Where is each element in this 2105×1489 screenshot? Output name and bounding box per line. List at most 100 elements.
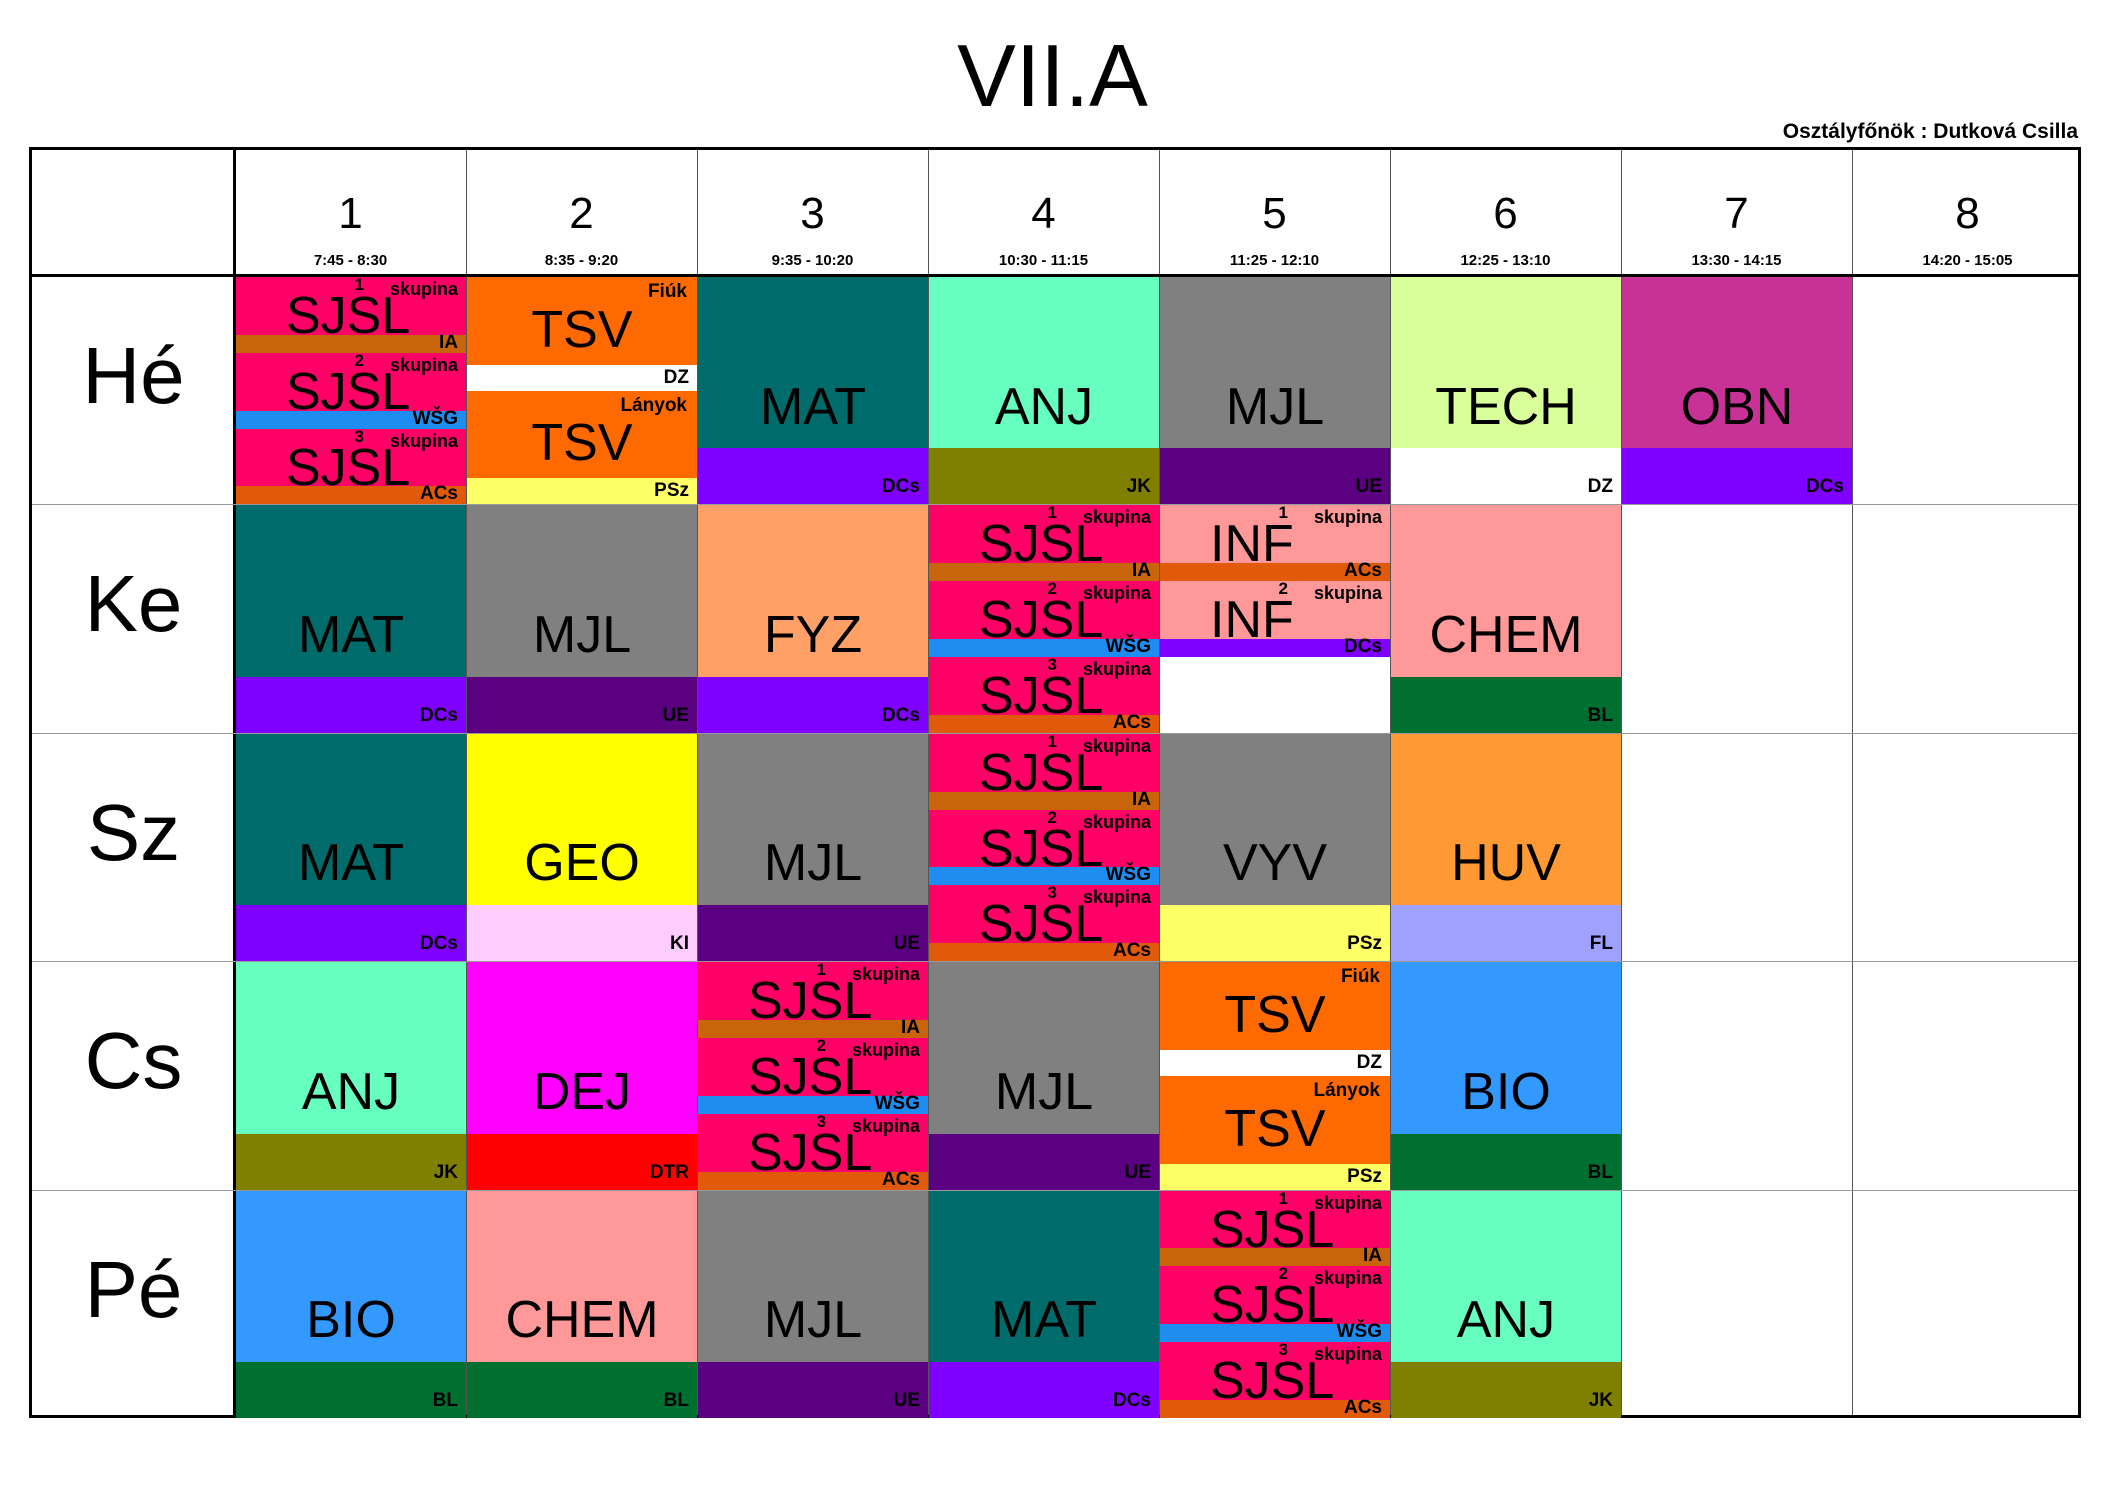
teacher-bar bbox=[236, 486, 466, 505]
day-label: Ke bbox=[84, 559, 183, 649]
teacher-bar bbox=[236, 334, 466, 353]
group-teacher: IA bbox=[1132, 788, 1151, 810]
lesson-cell: GEO KI bbox=[467, 733, 697, 962]
subject-label: MJL bbox=[763, 834, 863, 893]
teacher-label: UE bbox=[893, 933, 920, 955]
lesson-cell: SJSL 1 skupina IA SJSL 2 skupina WŠG SJSL 3 skupin… bbox=[1160, 1190, 1390, 1418]
group-subject: SJSL bbox=[979, 515, 1104, 574]
period-number: 7 bbox=[1724, 189, 1749, 238]
teacher-bar bbox=[929, 448, 1159, 505]
group-teacher: IA bbox=[1132, 560, 1151, 582]
group-label: skupina bbox=[1082, 507, 1151, 528]
group-subject: SJSL bbox=[286, 438, 411, 497]
group-teacher: IA bbox=[1363, 1245, 1382, 1267]
teacher-bar bbox=[1391, 905, 1621, 962]
teacher-bar bbox=[698, 448, 928, 505]
lesson-cell: ANJ JK bbox=[1391, 1190, 1621, 1418]
split-label: Fiúk bbox=[647, 281, 687, 302]
subject-label: ANJ bbox=[1456, 1291, 1556, 1350]
group-label: skupina bbox=[1313, 1344, 1382, 1365]
teacher-bar bbox=[929, 943, 1159, 962]
group-teacher: ACs bbox=[1343, 1396, 1382, 1418]
lesson-cell: OBN DCs bbox=[1622, 277, 1852, 505]
lesson-cell: HUV FL bbox=[1391, 733, 1621, 962]
lesson-cell: SJSL 1 skupina IA SJSL 2 skupina WŠG SJSL 3 skupin… bbox=[236, 277, 466, 505]
group-teacher: DCs bbox=[1343, 635, 1382, 657]
teacher-bar bbox=[929, 867, 1159, 886]
group-number: 3 bbox=[816, 1113, 826, 1131]
teacher-label: DCs bbox=[1805, 476, 1844, 498]
group-teacher: WŠG bbox=[1105, 864, 1151, 886]
group-block: SJSL 2 skupina WŠG bbox=[1160, 1266, 1390, 1343]
lesson-cell: MJL UE bbox=[1160, 277, 1390, 505]
lesson-cell: ANJ JK bbox=[236, 962, 466, 1190]
group-label: skupina bbox=[1082, 735, 1151, 756]
group-teacher: ACs bbox=[419, 483, 458, 505]
group-label: skupina bbox=[1082, 811, 1151, 832]
period-header: 8 14:20 - 15:05 bbox=[1852, 150, 2083, 276]
split-label: Lányok bbox=[1313, 1079, 1380, 1101]
lesson-cell: MJL UE bbox=[467, 505, 697, 733]
subject-label: VYV bbox=[1222, 834, 1328, 893]
teacher-bar bbox=[929, 1133, 1159, 1190]
teacher-bar bbox=[467, 478, 697, 505]
teacher-bar bbox=[1391, 1361, 1621, 1418]
lesson-cell: FYZ DCs bbox=[698, 505, 928, 733]
period-time: 9:35 - 10:20 bbox=[771, 252, 854, 269]
subject-label: HUV bbox=[1451, 834, 1561, 893]
group-block: SJSL 1 skupina IA bbox=[929, 505, 1159, 582]
teacher-label: DTR bbox=[649, 1161, 689, 1183]
teacher-bar bbox=[1160, 1399, 1390, 1418]
group-number: 2 bbox=[1278, 581, 1288, 599]
group-label: skupina bbox=[1313, 1192, 1382, 1213]
day-label: Pé bbox=[84, 1244, 183, 1334]
group-teacher: ACs bbox=[1112, 711, 1151, 733]
lesson-cell: SJSL 1 skupina IA SJSL 2 skupina WŠG SJSL 3 skupin… bbox=[698, 962, 928, 1190]
group-number: 2 bbox=[1278, 1266, 1288, 1284]
group-block: SJSL 3 skupina ACs bbox=[929, 656, 1159, 733]
group-label: skupina bbox=[1082, 658, 1151, 679]
period-number: 2 bbox=[569, 189, 594, 238]
group-number: 1 bbox=[1047, 505, 1057, 523]
group-teacher: ACs bbox=[881, 1168, 920, 1190]
lesson-cell: INF 1 skupina ACs INF 2 skupina DCs bbox=[1160, 505, 1390, 733]
period-header: 1 7:45 - 8:30 bbox=[235, 150, 466, 276]
subject-label: MAT bbox=[298, 606, 404, 665]
period-header: 7 13:30 - 14:15 bbox=[1621, 150, 1852, 276]
teacher-bar bbox=[236, 905, 466, 962]
lesson-cell: SJSL 1 skupina IA SJSL 2 skupina WŠG SJSL 3 skupin… bbox=[929, 505, 1159, 733]
class-teacher-label: Osztályfőnök : Dutková Csilla bbox=[1782, 120, 2078, 143]
grid-line bbox=[1621, 150, 1622, 1415]
teacher-bar bbox=[236, 676, 466, 733]
teacher-bar bbox=[929, 791, 1159, 810]
group-label: skupina bbox=[389, 354, 458, 375]
period-header: 3 9:35 - 10:20 bbox=[697, 150, 928, 276]
period-time: 10:30 - 11:15 bbox=[998, 252, 1089, 269]
subject-label: MJL bbox=[532, 606, 632, 665]
group-block: INF 2 skupina DCs bbox=[1160, 581, 1390, 657]
subject-label: FYZ bbox=[763, 606, 863, 665]
group-teacher: ACs bbox=[1343, 560, 1382, 582]
split-teacher: DZ bbox=[1356, 1051, 1382, 1073]
teacher-bar bbox=[1160, 1049, 1390, 1076]
lesson-cell: MJL UE bbox=[929, 962, 1159, 1190]
split-block: Fiúk TSV DZ bbox=[467, 277, 697, 391]
subject-label: GEO bbox=[524, 834, 640, 893]
group-subject: SJSL bbox=[979, 743, 1104, 802]
subject-label: MJL bbox=[1225, 377, 1325, 436]
group-number: 2 bbox=[354, 352, 364, 370]
subject-label: MAT bbox=[298, 834, 404, 893]
split-teacher: PSz bbox=[1347, 1165, 1382, 1187]
group-block: SJSL 3 skupina ACs bbox=[1160, 1342, 1390, 1418]
period-number: 3 bbox=[800, 189, 825, 238]
teacher-label: DCs bbox=[881, 476, 920, 498]
lesson-cell: TECH DZ bbox=[1391, 277, 1621, 505]
teacher-label: DCs bbox=[419, 704, 458, 726]
group-number: 3 bbox=[1278, 1342, 1288, 1360]
teacher-bar bbox=[1160, 714, 1390, 733]
teacher-label: BL bbox=[663, 1389, 689, 1411]
teacher-bar bbox=[1160, 1248, 1390, 1267]
group-subject: SJSL bbox=[1210, 1200, 1335, 1259]
grid-line bbox=[32, 732, 2078, 734]
group-subject: INF bbox=[1210, 591, 1294, 650]
